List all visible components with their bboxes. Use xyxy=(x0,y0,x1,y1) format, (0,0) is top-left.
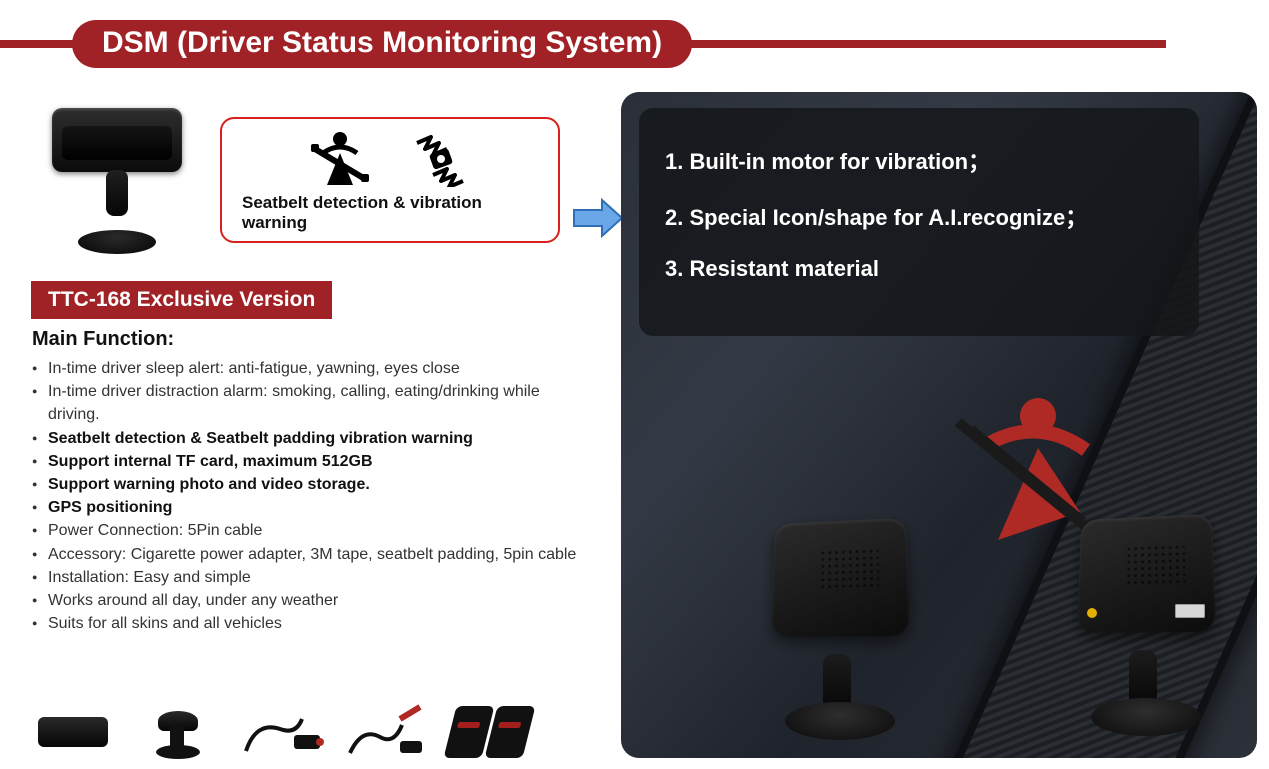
function-item: Suits for all skins and all vehicles xyxy=(32,612,592,635)
function-item: GPS positioning xyxy=(32,496,592,519)
callout-icons xyxy=(309,129,471,187)
dsm-device-front xyxy=(741,500,931,750)
function-item: Installation: Easy and simple xyxy=(32,566,592,589)
hero-row: Seatbelt detection & vibration warning xyxy=(32,100,592,260)
version-badge: TTC-168 Exclusive Version xyxy=(32,282,331,318)
audio-jack-icon xyxy=(1087,608,1097,618)
seatbelt-callout: Seatbelt detection & vibration warning xyxy=(220,117,560,243)
title-rule-left xyxy=(0,40,78,48)
camera-mount-thumb xyxy=(132,701,222,763)
title-row: DSM (Driver Status Monitoring System) xyxy=(0,18,1269,70)
function-item: In-time driver sleep alert: anti-fatigue… xyxy=(32,357,592,380)
vibration-zigzag-icon xyxy=(409,129,471,187)
left-column: Seatbelt detection & vibration warning T… xyxy=(32,100,592,635)
feature-line: 1. Built-in motor for vibration； xyxy=(665,144,1173,176)
seatbelt-padding-thumb xyxy=(444,701,534,763)
dsm-camera-image xyxy=(32,100,202,260)
callout-label: Seatbelt detection & vibration warning xyxy=(242,193,538,233)
cigarette-adapter-thumb xyxy=(236,701,326,763)
title-rule-right xyxy=(686,40,1166,48)
function-item: Seatbelt detection & Seatbelt padding vi… xyxy=(32,427,592,450)
arrow-right-icon xyxy=(572,198,624,238)
5pin-cable-thumb xyxy=(340,701,430,763)
camera-front-thumb xyxy=(28,701,118,763)
right-panel: 1. Built-in motor for vibration； 2. Spec… xyxy=(621,92,1257,758)
function-item: Support warning photo and video storage. xyxy=(32,473,592,496)
function-item: Power Connection: 5Pin cable xyxy=(32,519,592,542)
function-item: Support internal TF card, maximum 512GB xyxy=(32,450,592,473)
feature-overlay: 1. Built-in motor for vibration； 2. Spec… xyxy=(639,108,1199,336)
function-item: In-time driver distraction alarm: smokin… xyxy=(32,380,592,426)
feature-line: 3. Resistant material xyxy=(665,256,1173,282)
function-list: In-time driver sleep alert: anti-fatigue… xyxy=(32,357,592,635)
thumbnail-row xyxy=(28,701,534,763)
seatbelt-person-icon xyxy=(309,129,371,187)
main-function-title: Main Function: xyxy=(32,328,592,351)
dsm-device-ports xyxy=(1047,496,1237,746)
function-item: Works around all day, under any weather xyxy=(32,589,592,612)
function-item: Accessory: Cigarette power adapter, 3M t… xyxy=(32,543,592,566)
feature-line: 2. Special Icon/shape for A.I.recognize； xyxy=(665,200,1173,232)
usb-port-icon xyxy=(1175,604,1205,618)
page-title: DSM (Driver Status Monitoring System) xyxy=(72,20,692,68)
